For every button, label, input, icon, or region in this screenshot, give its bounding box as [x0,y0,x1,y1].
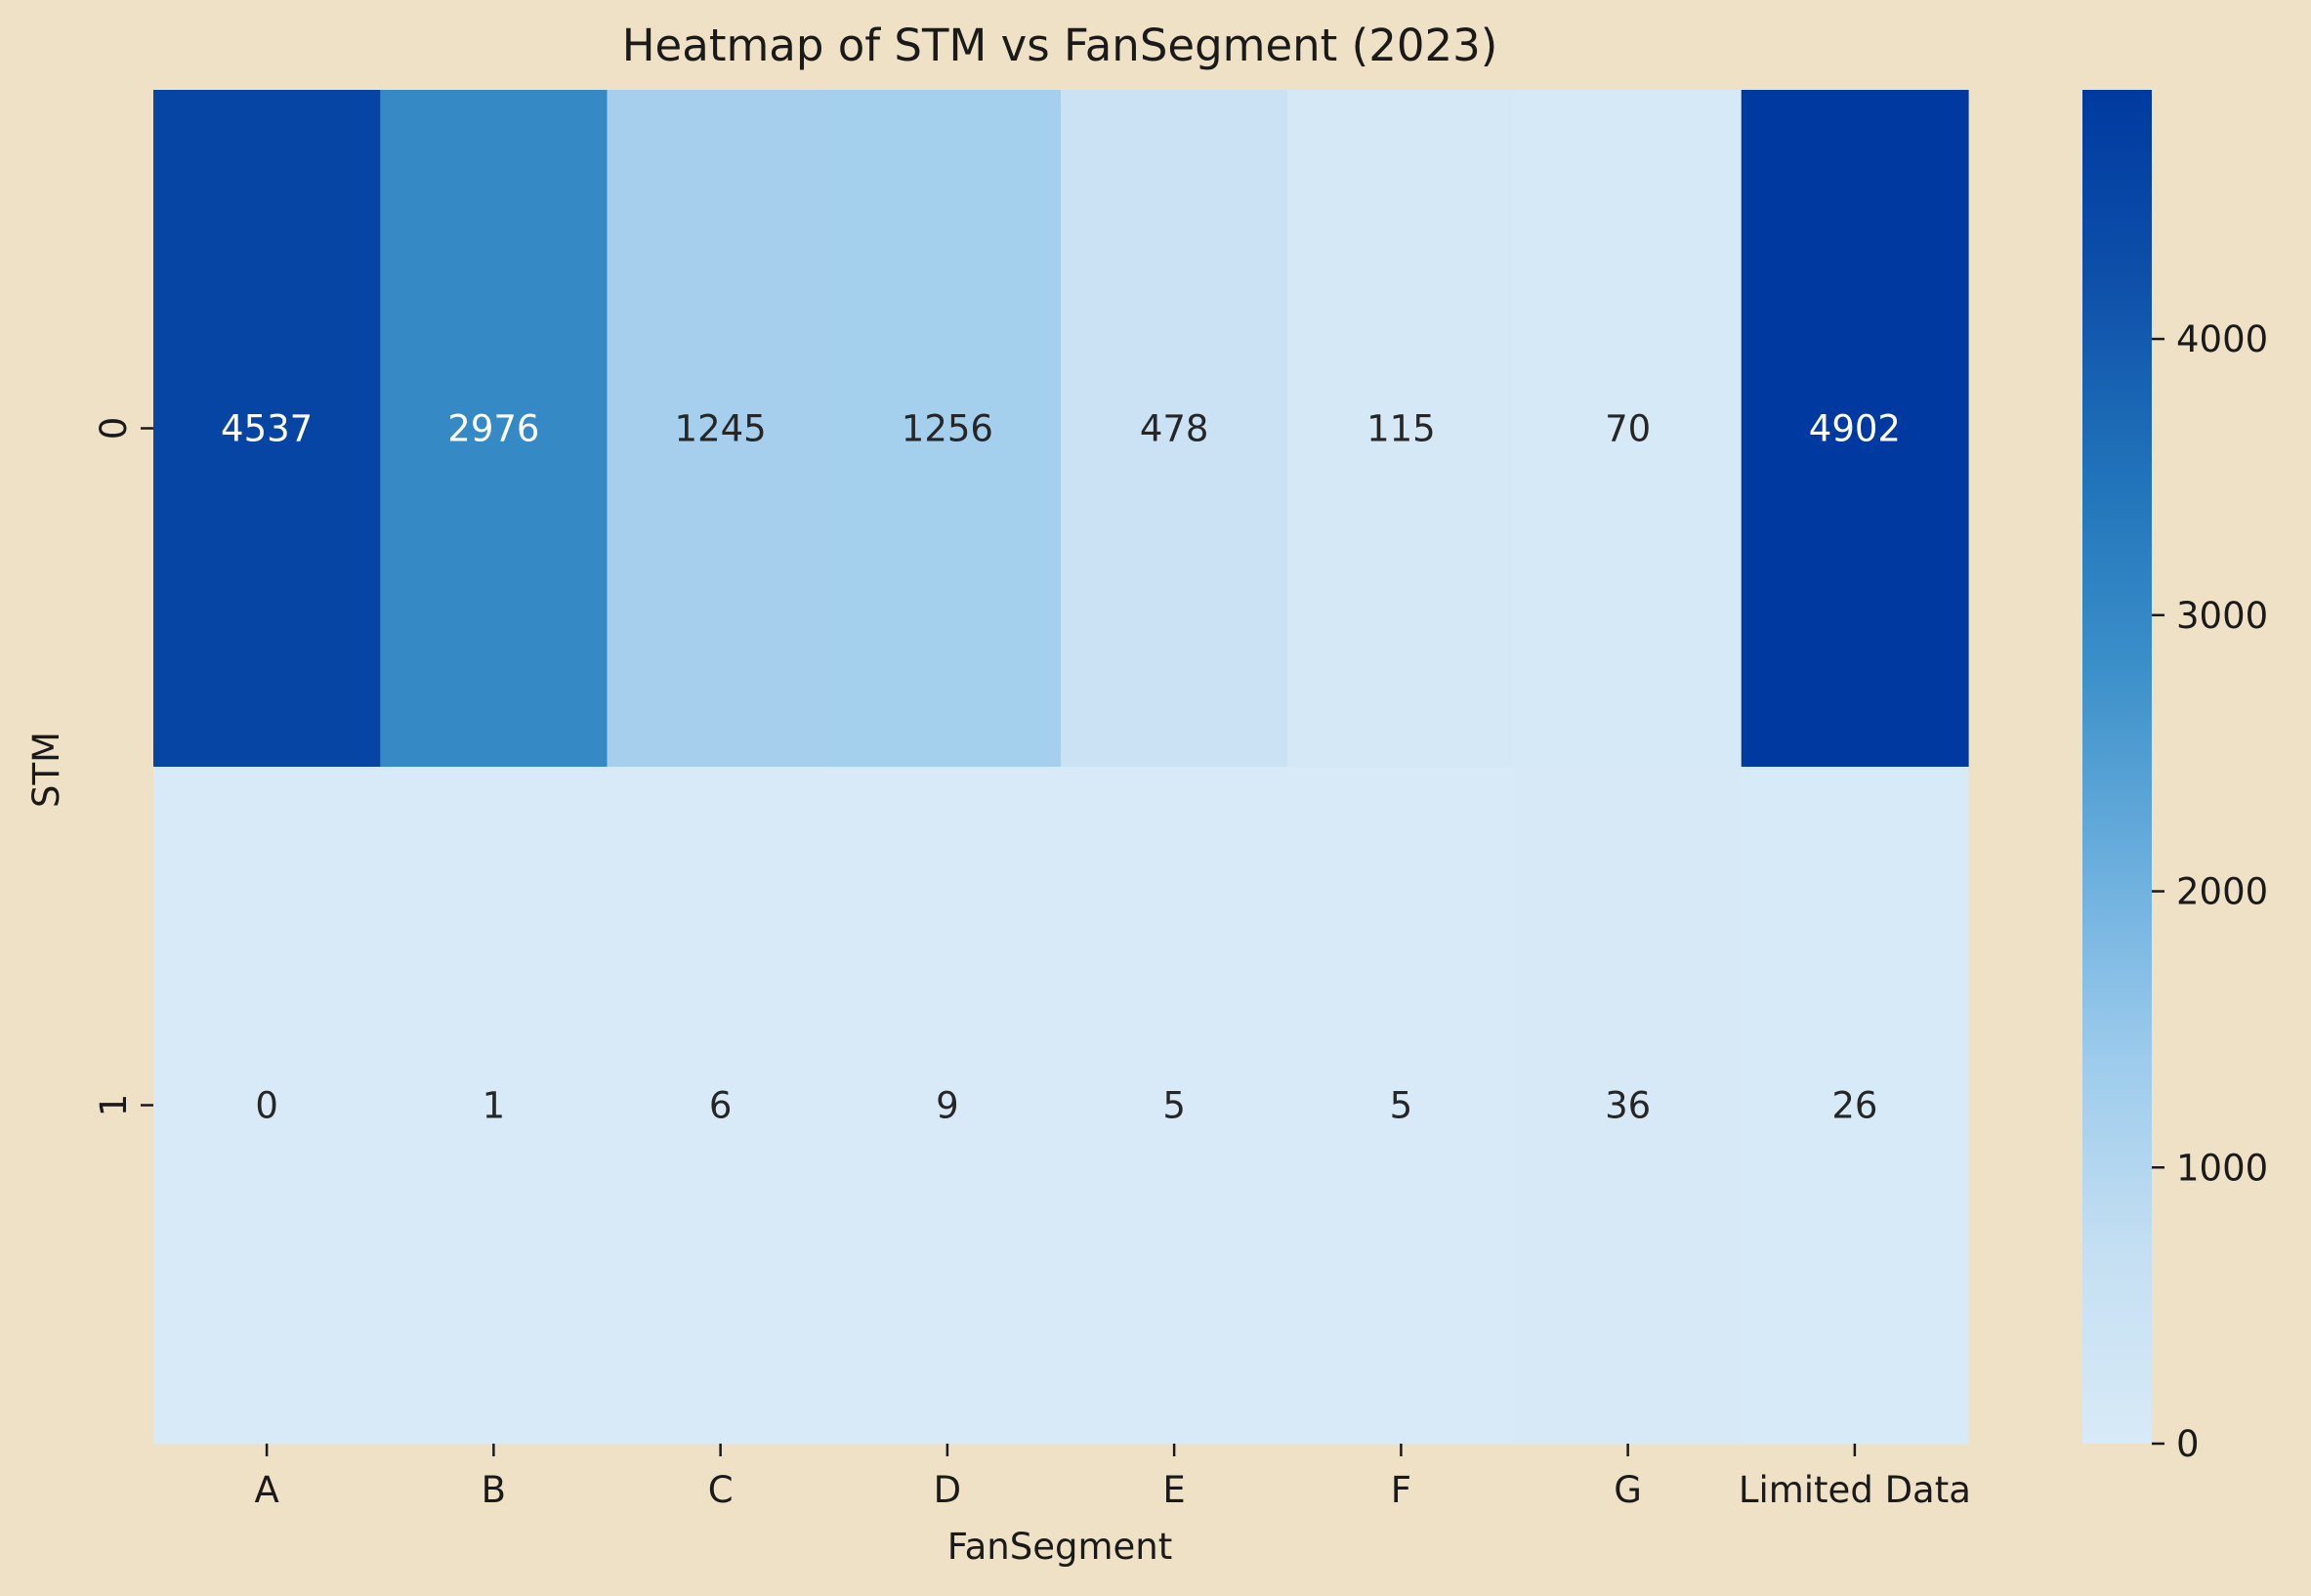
x-tick-label: B [482,1469,506,1511]
heatmap-cell [1061,767,1288,1445]
heatmap-cell [833,90,1062,768]
heatmap-cell [1514,90,1743,768]
cell-value-label: 2976 [447,408,539,450]
cell-value-label: 4902 [1809,408,1901,450]
colorbar: 0 1000 2000 3000 4000 [2082,90,2268,1465]
chart-title: Heatmap of STM vs FanSegment (2023) [622,20,1498,71]
heatmap-cell [1741,767,1969,1445]
cell-value-label: 1245 [675,408,767,450]
y-tick-label: 1 [93,1094,135,1117]
x-tick-label: A [254,1469,278,1511]
heatmap-cell [153,90,381,768]
cell-value-label: 26 [1831,1085,1877,1127]
colorbar-tick-label: 4000 [2176,318,2268,360]
cell-value-label: 4537 [221,408,313,450]
x-tick-label: F [1391,1469,1411,1511]
y-axis: 01 [93,417,153,1117]
colorbar-tick-label: 2000 [2176,871,2268,913]
cell-value-labels: 4537 2976 1245 1256 478 115 70 4902 0 1 6 9 5 5 36 26 [221,408,1901,1127]
cell-value-label: 6 [709,1085,733,1127]
cell-value-label: 1256 [902,408,993,450]
cell-value-label: 5 [1162,1085,1186,1127]
x-tick-label: G [1614,1469,1642,1511]
heatmap-cell [1741,90,1969,768]
colorbar-tick-label: 1000 [2176,1147,2268,1189]
heatmap-cells [153,90,1969,1445]
x-tick-label: C [708,1469,734,1511]
cell-value-label: 5 [1390,1085,1413,1127]
x-tick-label: D [934,1469,962,1511]
x-axis: A B C D E F G Limited Data [254,1444,1971,1511]
heatmap-cell [380,767,609,1445]
heatmap-cell [1287,767,1516,1445]
x-tick-label: E [1162,1469,1185,1511]
x-tick-label: Limited Data [1739,1469,1971,1511]
x-axis-label: FanSegment [947,1526,1173,1568]
heatmap-cell [380,90,609,768]
cell-value-label: 0 [255,1085,278,1127]
y-tick-label: 0 [93,417,135,441]
colorbar-gradient [2082,90,2152,1444]
heatmap-cell [1287,90,1516,768]
cell-value-label: 1 [483,1085,506,1127]
y-axis-label: STM [25,732,67,808]
heatmap-cell [1061,90,1288,768]
heatmap-cell [833,767,1062,1445]
cell-value-label: 478 [1140,408,1209,450]
cell-value-label: 115 [1366,408,1436,450]
heatmap-cell [607,767,835,1445]
colorbar-tick-label: 3000 [2176,595,2268,637]
cell-value-label: 36 [1605,1085,1651,1127]
heatmap-cell [1514,767,1743,1445]
cell-value-label: 70 [1605,408,1651,450]
cell-value-label: 9 [936,1085,959,1127]
heatmap-cell [607,90,835,768]
heatmap-cell [153,767,381,1445]
colorbar-tick-label: 0 [2176,1423,2200,1465]
